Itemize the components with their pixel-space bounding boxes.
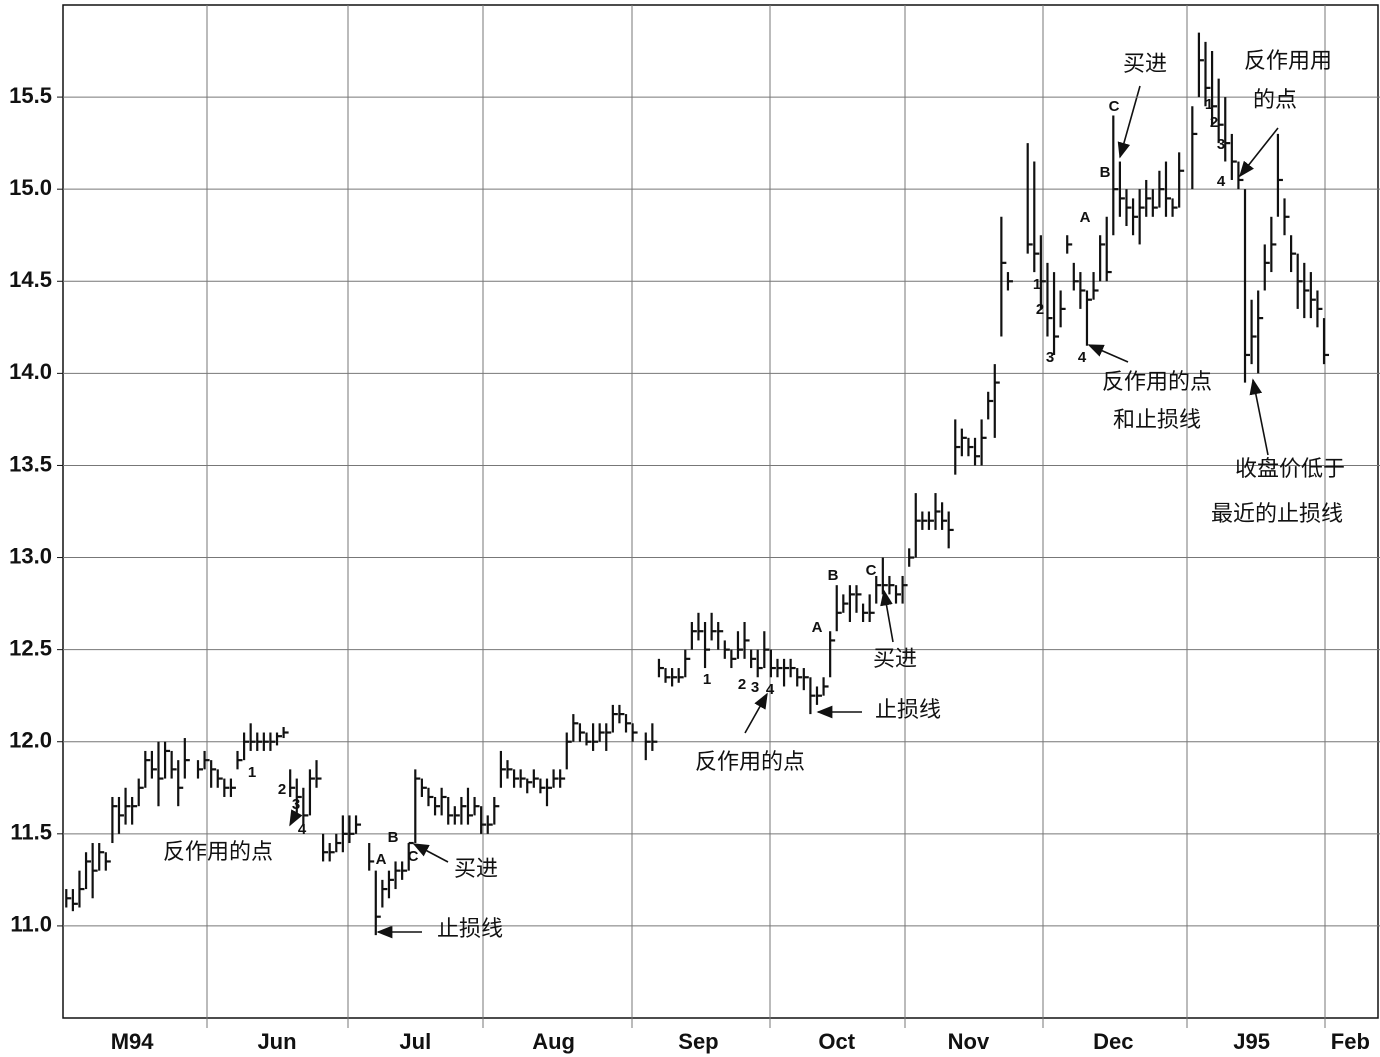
x-tick-label: Oct (818, 1029, 855, 1054)
y-tick-label: 13.5 (9, 451, 52, 476)
y-tick-label: 14.0 (9, 359, 52, 384)
annotation: 和止损线 (1113, 408, 1201, 433)
month-dividers (206, 5, 1326, 1028)
x-tick-label: Jun (257, 1029, 296, 1054)
x-tick-label: Dec (1093, 1029, 1133, 1054)
point-label: 3 (1046, 349, 1054, 366)
point-label: A (812, 619, 823, 636)
annotation: 止损线 (437, 917, 503, 942)
annotation: 买进 (873, 647, 917, 672)
arrow (744, 692, 768, 734)
annotation: 反作用的点 (163, 840, 273, 865)
y-tick-label: 15.5 (9, 83, 52, 108)
point-label: 2 (278, 781, 286, 798)
arrow (1249, 378, 1269, 456)
point-label: 2 (738, 676, 746, 693)
point-label: B (828, 567, 839, 584)
y-tick-label: 12.0 (9, 728, 52, 753)
annotation: 的点 (1253, 88, 1297, 113)
annotation: 反作用的点 (1102, 370, 1212, 395)
annotation: 止损线 (875, 698, 941, 723)
point-label: 3 (751, 679, 759, 696)
point-label: 4 (1217, 173, 1226, 190)
point-label: C (866, 562, 877, 579)
annotation: 反作用用 (1244, 49, 1332, 74)
y-tick-label: 11.0 (10, 912, 52, 937)
x-tick-label: J95 (1233, 1029, 1270, 1054)
x-tick-label: Nov (948, 1029, 990, 1054)
point-label: B (388, 829, 399, 846)
arrows (289, 85, 1279, 939)
point-label: 4 (766, 681, 775, 698)
x-tick-label: M94 (111, 1029, 155, 1054)
point-label: C (408, 848, 419, 865)
x-tick-label: Aug (532, 1029, 575, 1054)
arrow (1087, 344, 1129, 363)
point-label: B (1100, 164, 1111, 181)
arrow (1239, 127, 1279, 178)
annotation: 最近的止损线 (1211, 502, 1343, 527)
point-label: 4 (1078, 349, 1087, 366)
point-label: 1 (248, 764, 256, 781)
arrow (1117, 85, 1141, 159)
arrow (880, 589, 894, 643)
annotation: 反作用的点 (695, 750, 805, 775)
plot-frame (62, 4, 1379, 1019)
point-label: 1 (1033, 276, 1041, 293)
point-label: 4 (298, 821, 307, 838)
annotation: 买进 (1123, 52, 1167, 77)
y-tick-label: 13.0 (9, 543, 52, 568)
annotation: 收盘价低于 (1235, 457, 1345, 482)
point-label: 3 (292, 796, 300, 813)
point-label: C (1109, 98, 1120, 115)
point-label: 1 (1205, 96, 1213, 113)
x-tick-label: Sep (678, 1029, 718, 1054)
x-tick-label: Feb (1331, 1029, 1370, 1054)
y-tick-label: 12.5 (9, 635, 52, 660)
point-label: 1 (703, 671, 711, 688)
arrow (412, 843, 449, 863)
y-tick-label: 11.5 (10, 820, 52, 845)
annotation: 买进 (454, 857, 498, 882)
point-label: 2 (1036, 301, 1044, 318)
point-label: A (376, 851, 387, 868)
y-tick-label: 14.5 (9, 267, 52, 292)
x-tick-label: Jul (399, 1029, 431, 1054)
point-label: 2 (1210, 114, 1218, 131)
point-label: 3 (1217, 136, 1225, 153)
point-label: A (1080, 209, 1091, 226)
arrow (289, 809, 303, 827)
y-tick-label: 15.0 (9, 175, 52, 200)
